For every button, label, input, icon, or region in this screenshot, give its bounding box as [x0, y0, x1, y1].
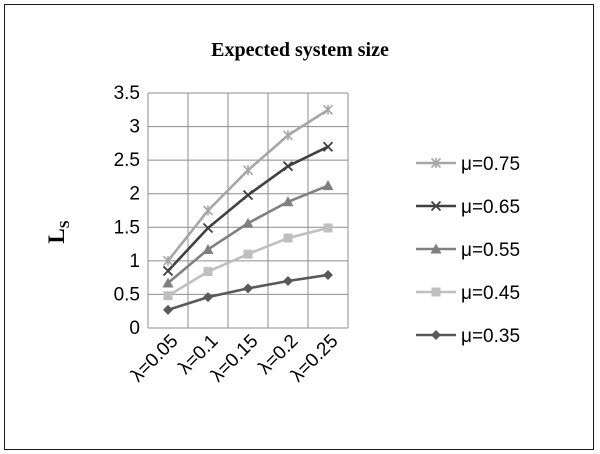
y-tick-label: 3 — [129, 117, 140, 138]
data-point-x — [242, 189, 254, 201]
data-point-star — [202, 205, 214, 216]
legend-marker-star — [430, 157, 442, 169]
data-point-square — [323, 223, 333, 233]
data-point-square — [243, 249, 253, 259]
series-line — [166, 108, 329, 262]
diamond-marker-shape — [283, 276, 293, 286]
data-point-diamond — [163, 304, 173, 315]
legend-entry: μ=0.45 — [416, 283, 520, 304]
data-point-triangle — [242, 217, 254, 228]
star-marker-shape — [202, 205, 214, 216]
data-point-diamond — [283, 276, 293, 286]
legend-label: μ=0.65 — [461, 197, 520, 218]
triangle-marker-shape — [202, 243, 214, 254]
data-point-diamond — [243, 283, 253, 294]
diamond-marker-shape — [203, 292, 213, 303]
legend-marker-triangle — [430, 243, 442, 254]
data-point-triangle — [322, 180, 334, 191]
square-marker-shape — [431, 287, 441, 297]
legend-entry: μ=0.65 — [416, 197, 520, 218]
series-triangle — [162, 180, 334, 288]
x-tick-label: λ=0.05 — [127, 331, 183, 387]
data-point-x — [202, 222, 214, 234]
series-group — [162, 104, 334, 315]
star-marker-shape — [242, 165, 254, 176]
y-axis-label-main: L — [44, 228, 69, 243]
x-marker-shape — [242, 189, 254, 201]
series-diamond — [163, 269, 333, 315]
square-marker-shape — [283, 233, 293, 243]
y-tick-label: 2.5 — [114, 150, 140, 171]
y-tick-label: 1.5 — [114, 217, 140, 238]
data-point-star — [242, 165, 254, 176]
y-tick-label: 1 — [129, 251, 140, 272]
data-point-star — [282, 130, 294, 141]
series-square — [163, 223, 333, 301]
data-point-square — [163, 291, 173, 301]
y-tick-label: 2 — [129, 184, 140, 205]
x-marker-shape — [162, 265, 174, 277]
triangle-marker-shape — [282, 196, 294, 207]
square-marker-shape — [323, 223, 333, 233]
chart-title: Expected system size — [211, 39, 389, 61]
data-point-star — [162, 255, 174, 266]
diamond-marker-shape — [431, 330, 441, 340]
star-marker-shape — [282, 130, 294, 141]
x-marker-shape — [430, 200, 442, 212]
data-point-square — [203, 267, 213, 277]
axes — [147, 93, 348, 329]
legend-label: μ=0.45 — [461, 283, 520, 304]
legend-entry: μ=0.75 — [416, 154, 520, 175]
x-marker-shape — [322, 141, 334, 152]
data-point-x — [322, 141, 334, 152]
star-marker-shape — [162, 255, 174, 266]
y-tick-label: 0 — [129, 318, 140, 339]
legend-entry: μ=0.55 — [416, 240, 520, 261]
x-marker-shape — [202, 222, 214, 234]
diamond-marker-shape — [243, 283, 253, 294]
data-point-triangle — [202, 243, 214, 254]
triangle-marker-shape — [430, 243, 442, 254]
diamond-marker-shape — [323, 269, 333, 280]
data-point-star — [322, 104, 334, 115]
legend-marker-square — [431, 287, 441, 297]
square-marker-shape — [243, 249, 253, 259]
series-x — [162, 141, 334, 277]
data-point-square — [283, 233, 293, 243]
diamond-marker-shape — [163, 304, 173, 315]
y-axis-label-subscript: S — [58, 220, 73, 228]
legend-marker-diamond — [431, 330, 441, 340]
x-marker-shape — [282, 161, 294, 172]
y-tick-label: 3.5 — [114, 83, 140, 104]
data-point-triangle — [282, 196, 294, 207]
data-point-x — [282, 161, 294, 172]
square-marker-shape — [203, 267, 213, 277]
legend-label: μ=0.35 — [461, 326, 520, 347]
series-star — [162, 104, 334, 266]
data-point-diamond — [323, 269, 333, 280]
star-marker-shape — [430, 157, 442, 169]
data-point-x — [162, 265, 174, 277]
legend-label: μ=0.75 — [461, 154, 520, 175]
data-point-diamond — [203, 292, 213, 303]
legend-marker-x — [430, 200, 442, 212]
y-axis-label: LS — [44, 220, 73, 243]
x-tick-labels: λ=0.05λ=0.1λ=0.15λ=0.2λ=0.25 — [127, 331, 343, 387]
square-marker-shape — [163, 291, 173, 301]
legend-label: μ=0.55 — [461, 240, 520, 261]
y-tick-label: 0.5 — [114, 284, 140, 305]
legend-entry: μ=0.35 — [416, 326, 520, 347]
triangle-marker-shape — [162, 277, 174, 288]
triangle-marker-shape — [322, 180, 334, 191]
y-tick-labels: 0 0.5 1 1.5 2 2.5 3 3.5 — [114, 83, 140, 339]
data-point-triangle — [162, 277, 174, 288]
star-marker-shape — [322, 104, 334, 115]
triangle-marker-shape — [242, 217, 254, 228]
legend: μ=0.75 μ=0.65 μ=0.55 μ=0.45 μ=0.35 — [416, 154, 520, 347]
